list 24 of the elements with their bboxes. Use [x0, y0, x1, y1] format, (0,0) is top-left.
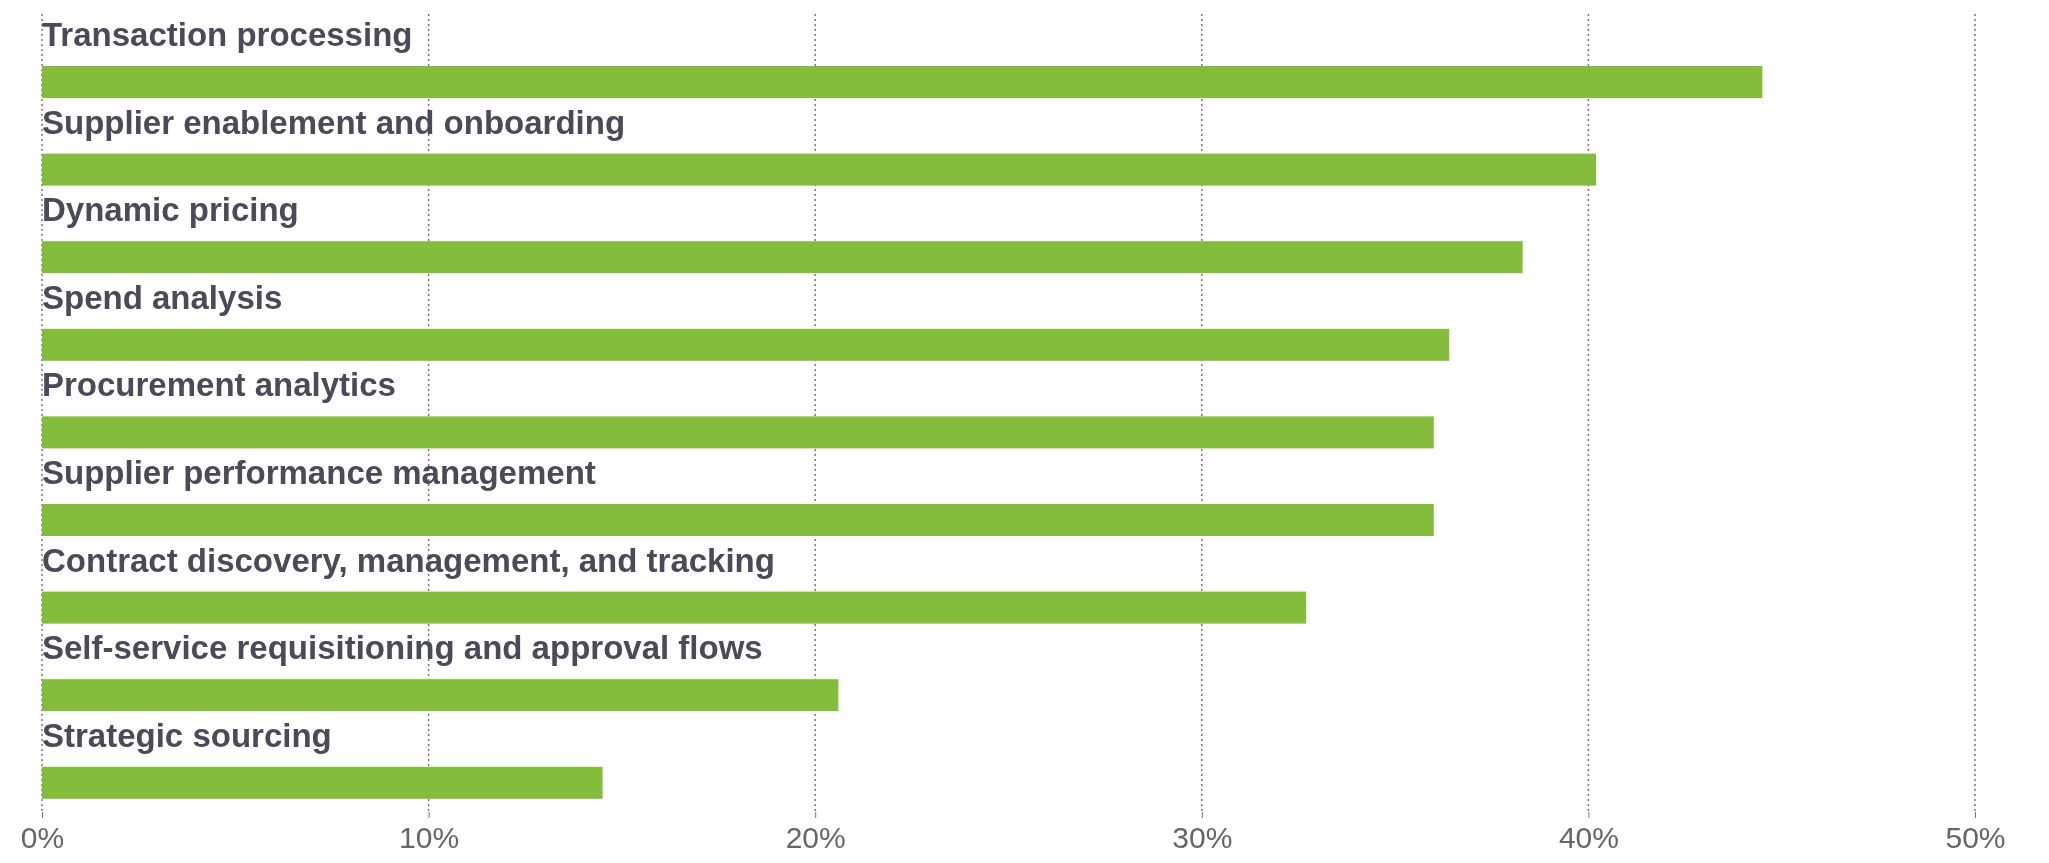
- y-tick-label: Dynamic pricing: [42, 191, 299, 229]
- y-tick-label: Spend analysis: [42, 278, 283, 316]
- y-tick-label: Contract discovery, management, and tracking: [42, 541, 775, 579]
- bar: [42, 66, 1763, 98]
- bar: [42, 328, 1450, 361]
- bar: [42, 591, 1307, 624]
- y-tick-label: Supplier enablement and onboarding: [42, 103, 626, 141]
- bar: [42, 153, 1597, 186]
- x-tick-label: 30%: [1172, 821, 1233, 854]
- x-tick-label: 50%: [1945, 821, 2006, 854]
- x-tick-label: 10%: [399, 821, 460, 854]
- bar: [42, 504, 1434, 536]
- x-tick-label: 0%: [20, 821, 65, 854]
- bar: [42, 416, 1434, 449]
- y-tick-label: Procurement analytics: [42, 366, 396, 404]
- x-tick-label: 20%: [785, 821, 846, 854]
- bar: [42, 241, 1523, 274]
- y-tick-label: Transaction processing: [42, 16, 413, 53]
- y-tick-label: Strategic sourcing: [42, 716, 332, 754]
- bar: [42, 679, 839, 712]
- bar: [42, 766, 603, 799]
- y-tick-label: Supplier performance management: [42, 454, 596, 491]
- x-tick-label: 40%: [1558, 821, 1619, 854]
- y-tick-label: Self-service requisitioning and approval flows: [42, 629, 763, 667]
